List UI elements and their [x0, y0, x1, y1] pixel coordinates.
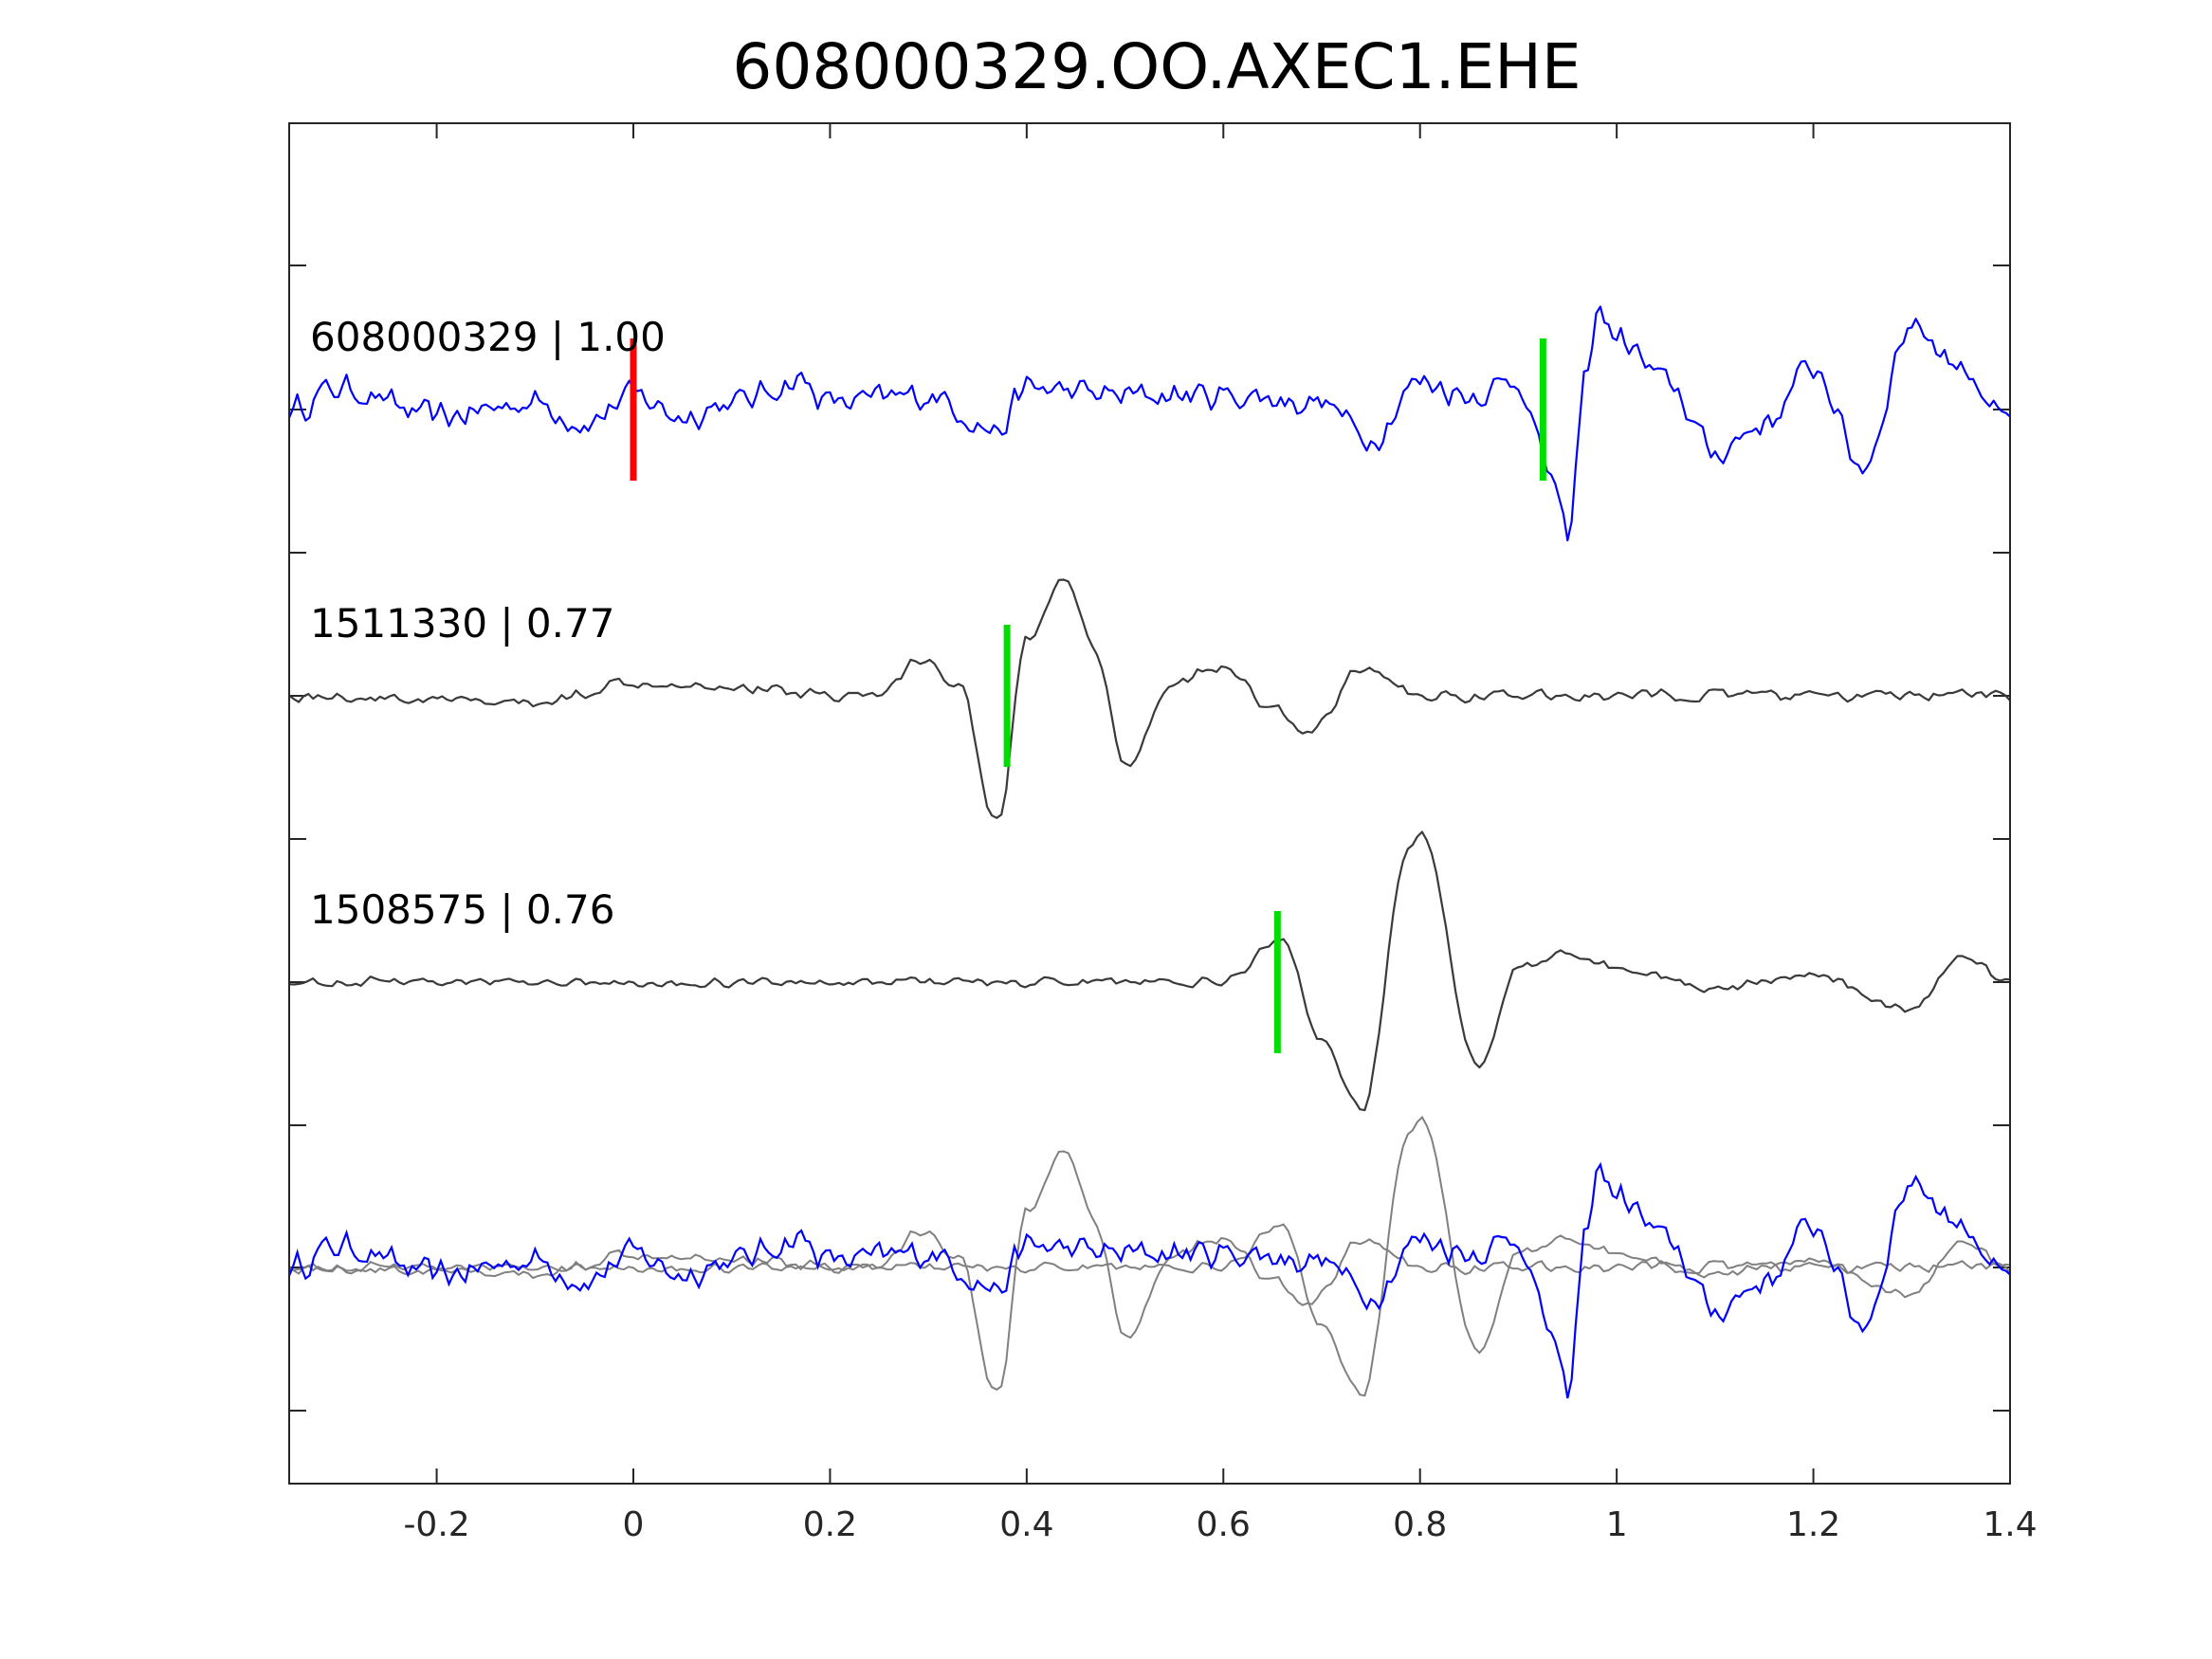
trace-group	[287, 305, 2011, 1399]
trace-p1	[287, 305, 2011, 541]
trace-p2	[288, 578, 2011, 819]
trace-label-p1: 608000329 | 1.00	[310, 314, 666, 360]
trace-p3	[288, 830, 2011, 1112]
x-tick-label: 1.4	[1983, 1505, 2037, 1544]
plot-frame	[288, 122, 2011, 1485]
x-tick-label: 0	[623, 1505, 645, 1544]
overlay-trace-1511330	[288, 1150, 2011, 1391]
trace-label-p2: 1511330 | 0.77	[310, 600, 614, 647]
x-tick-label: 1.2	[1786, 1505, 1840, 1544]
overlay-trace-1508575	[288, 1115, 2011, 1397]
x-tick-label: -0.2	[403, 1505, 469, 1544]
x-tick-label: 0.2	[803, 1505, 857, 1544]
x-tick-label: 0.6	[1197, 1505, 1251, 1544]
trace-labels: 608000329 | 1.00 1511330 | 0.77 1508575 | …	[310, 314, 666, 933]
x-tick-labels: -0.2 0 0.2 0.4 0.6 0.8 1 1.2 1.4	[403, 1505, 2037, 1544]
x-tick-label: 0.4	[999, 1505, 1053, 1544]
x-tick-label: 1	[1606, 1505, 1628, 1544]
pick-markers	[630, 338, 1546, 1053]
trace-label-p3: 1508575 | 0.76	[310, 886, 614, 933]
chart-title: 608000329.OO.AXEC1.EHE	[732, 30, 1581, 103]
overlay-trace-608000329	[287, 1161, 2011, 1399]
x-tick-label: 0.8	[1393, 1505, 1447, 1544]
